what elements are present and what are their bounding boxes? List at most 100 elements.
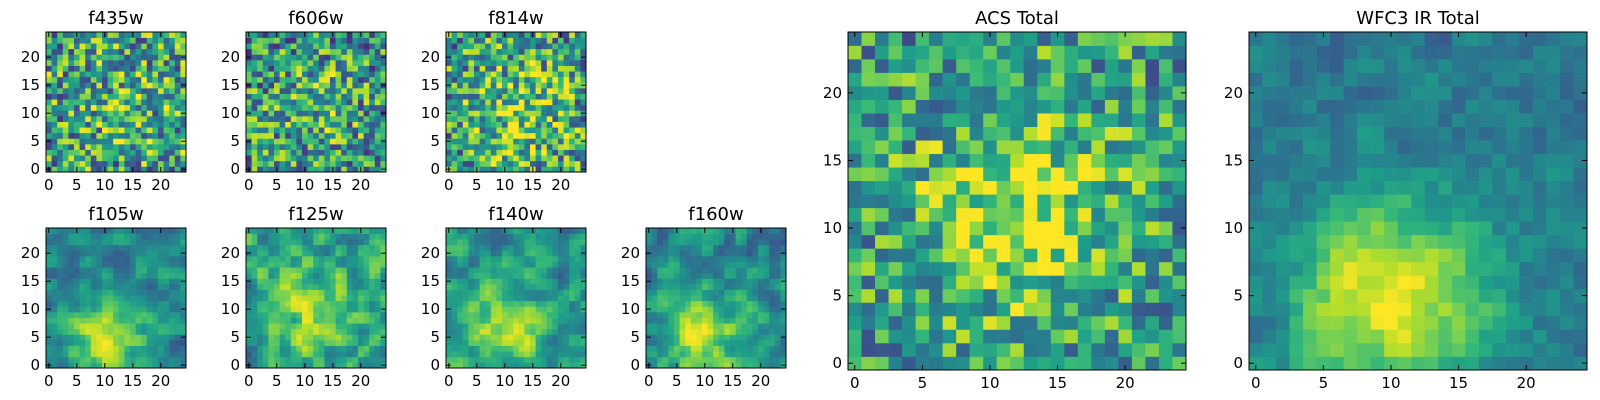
heatmap-cell [268, 300, 275, 307]
heatmap-cell [446, 317, 452, 324]
heatmap-cell [51, 132, 58, 139]
heatmap-cell [713, 356, 720, 363]
heatmap-cell [741, 334, 748, 341]
heatmap-cell [763, 261, 770, 268]
heatmap-cell [62, 48, 69, 55]
heatmap-cell [246, 60, 252, 66]
heatmap-cell [741, 312, 748, 318]
heatmap-cell [363, 345, 370, 352]
heatmap-cell [490, 351, 497, 358]
heatmap-cell [462, 233, 469, 240]
heatmap-cell [524, 244, 531, 251]
heatmap-cell [507, 160, 514, 167]
heatmap-cell [296, 295, 303, 302]
heatmap-cell [313, 37, 320, 44]
heatmap-cell [646, 340, 652, 346]
heatmap-cell [335, 127, 342, 134]
heatmap-cell [358, 244, 364, 251]
heatmap-cell [875, 207, 889, 222]
heatmap-cell [118, 284, 125, 290]
heatmap-cell [169, 295, 176, 302]
heatmap-cell [380, 267, 387, 274]
heatmap-cell [380, 244, 387, 251]
heatmap-cell [90, 261, 97, 268]
heatmap-cell [524, 104, 531, 111]
heatmap-cell [558, 54, 564, 61]
heatmap-cell [369, 160, 376, 167]
heatmap-cell [346, 88, 353, 94]
heatmap-cell [274, 317, 280, 324]
heatmap-cell [702, 284, 708, 290]
heatmap-cell [668, 295, 675, 302]
heatmap-cell [341, 76, 348, 83]
heatmap-cell [774, 345, 781, 352]
heatmap-cell [363, 284, 370, 290]
heatmap-cell [335, 54, 342, 61]
heatmap-cell [246, 261, 252, 268]
heatmap-cell [141, 32, 148, 38]
heatmap-cell [107, 328, 114, 335]
heatmap-cell [496, 48, 503, 55]
heatmap-cell [574, 132, 581, 139]
heatmap-cell [330, 88, 336, 94]
heatmap-cell [646, 328, 652, 335]
heatmap-cell [524, 289, 531, 296]
heatmap-cell [474, 116, 480, 122]
heatmap-cell [457, 160, 464, 167]
heatmap-cell [507, 60, 514, 66]
heatmap-cell [713, 250, 720, 257]
heatmap-cell [330, 82, 336, 89]
heatmap-cell [662, 228, 669, 234]
heatmap-cell [262, 71, 269, 78]
heatmap-cell [163, 149, 170, 156]
heatmap-cell [246, 317, 252, 324]
heatmap-cell [1118, 207, 1133, 222]
heatmap-cell [257, 278, 264, 285]
heatmap-cell [507, 340, 514, 346]
heatmap-cell [318, 351, 325, 358]
heatmap-cell [146, 48, 153, 55]
heatmap-cell [707, 345, 714, 352]
heatmap-cell [752, 300, 759, 307]
heatmap-cell [518, 345, 525, 352]
heatmap-cell [530, 272, 536, 279]
heatmap-cell [457, 54, 464, 61]
heatmap-cell [369, 284, 376, 290]
heatmap-cell [79, 272, 86, 279]
heatmap-cell [246, 104, 252, 111]
heatmap-cell [374, 60, 381, 66]
heatmap-cell [152, 104, 159, 111]
heatmap-cell [696, 345, 703, 352]
heatmap-cell [724, 328, 731, 335]
heatmap-cell [1104, 234, 1119, 249]
heatmap-cell [552, 244, 559, 251]
heatmap-cell [657, 317, 664, 324]
heatmap-cell [1010, 342, 1025, 357]
heatmap-cell [507, 345, 514, 352]
heatmap-cell [318, 93, 325, 100]
heatmap-cell [152, 71, 159, 78]
heatmap-cell [485, 71, 492, 78]
heatmap-cell [1091, 315, 1106, 330]
heatmap-cell [324, 295, 331, 302]
heatmap-cell [74, 104, 80, 111]
heatmap-cell [102, 328, 108, 335]
heatmap-cell [302, 37, 308, 44]
heatmap-cell [702, 244, 708, 251]
heatmap-cell [85, 228, 92, 234]
heatmap-cell [318, 278, 325, 285]
heatmap-cell [462, 93, 469, 100]
heatmap-cell [296, 65, 303, 72]
heatmap-cell [774, 289, 781, 296]
heatmap-cell [290, 110, 297, 117]
x-tick-label: 15 [323, 176, 342, 194]
heatmap-cell [135, 244, 142, 251]
heatmap-cell [580, 71, 587, 78]
heatmap-cell [79, 82, 86, 89]
heatmap-cell [346, 65, 353, 72]
heatmap-cell [313, 306, 320, 313]
heatmap-cell [324, 351, 331, 358]
heatmap-cell [274, 306, 280, 313]
heatmap-cell [68, 261, 75, 268]
heatmap-cell [358, 104, 364, 111]
